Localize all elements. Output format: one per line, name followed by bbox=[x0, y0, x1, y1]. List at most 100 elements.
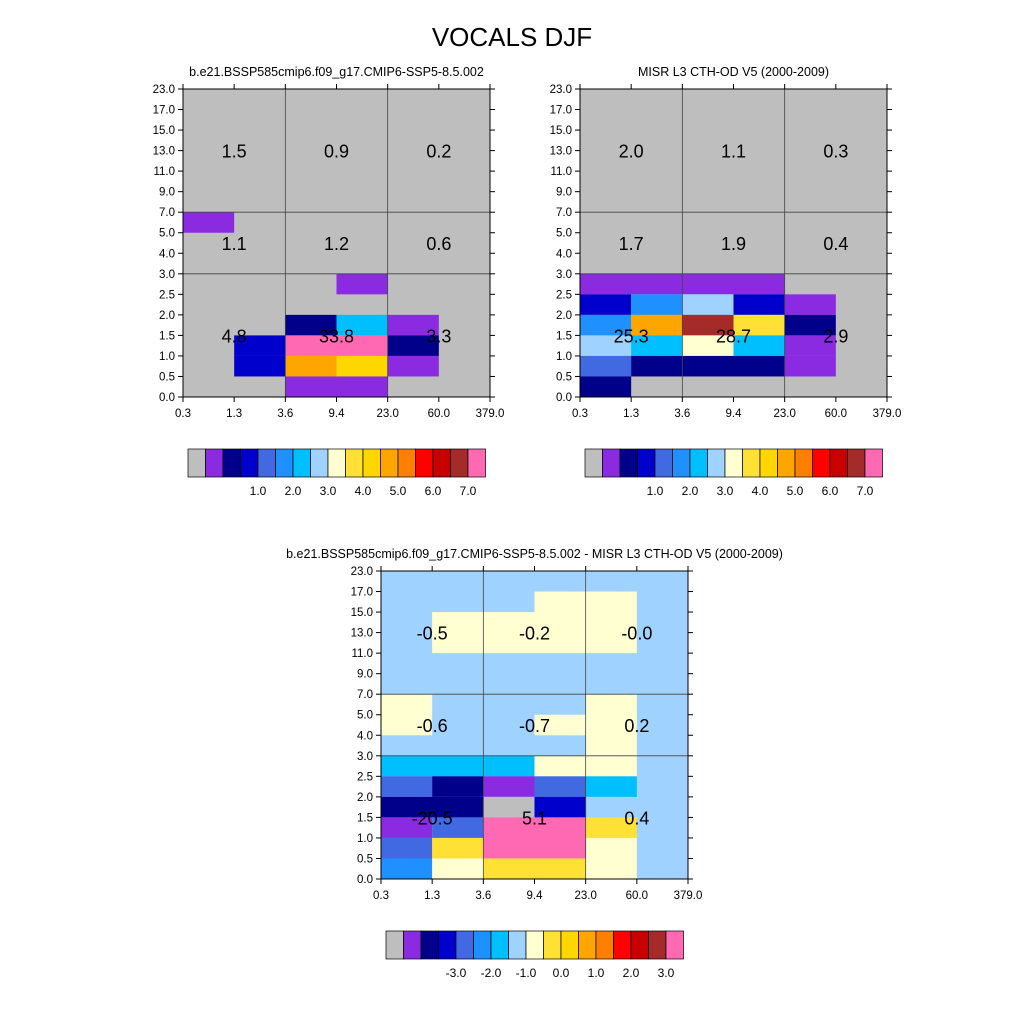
heatmap-cell bbox=[432, 817, 484, 838]
x-tick-label: 3.6 bbox=[277, 408, 293, 420]
y-tick-label: 3.0 bbox=[159, 269, 175, 281]
colorbar-label: 1.0 bbox=[588, 966, 605, 980]
panels: b.e21.BSSP585cmip6.f09_g17.CMIP6-SSP5-8.… bbox=[153, 65, 902, 980]
y-tick-label: 1.5 bbox=[159, 330, 175, 342]
y-tick-label: 9.0 bbox=[159, 187, 175, 199]
colorbar-swatch bbox=[742, 448, 761, 478]
colorbar-swatch bbox=[275, 448, 294, 478]
y-tick-label: 7.0 bbox=[357, 689, 373, 701]
heatmap-cell bbox=[381, 858, 433, 879]
colorbar-swatch bbox=[672, 448, 691, 478]
heatmap-cell bbox=[234, 355, 286, 377]
region-total-label: 0.6 bbox=[426, 234, 451, 254]
heatmap-cell bbox=[381, 817, 433, 838]
colorbar-label: 4.0 bbox=[752, 484, 769, 498]
heatmap-cell bbox=[381, 694, 433, 736]
heatmap-cell bbox=[534, 796, 586, 818]
colorbar-swatch bbox=[310, 448, 329, 478]
y-tick-label: 9.0 bbox=[556, 187, 572, 199]
colorbar-swatch bbox=[724, 448, 743, 478]
colorbar-label: -3.0 bbox=[446, 966, 467, 980]
x-tick-label: 60.0 bbox=[825, 408, 847, 420]
heatmap-cell bbox=[387, 314, 439, 336]
colorbar-swatch bbox=[420, 930, 439, 960]
y-tick-label: 23.0 bbox=[351, 566, 373, 578]
colorbar-label: 7.0 bbox=[460, 484, 477, 498]
colorbar-swatch bbox=[327, 448, 346, 478]
x-tick-label: 23.0 bbox=[376, 408, 398, 420]
y-tick-label: 23.0 bbox=[153, 84, 175, 96]
colorbar-swatch bbox=[362, 448, 381, 478]
heatmap-cell bbox=[534, 714, 586, 736]
y-tick-label: 15.0 bbox=[153, 125, 175, 137]
x-tick-label: 9.4 bbox=[726, 408, 743, 420]
main-title: VOCALS DJF bbox=[432, 22, 592, 52]
colorbar: -3.0 -2.0 -1.0 0.0 1.0 2.0 3.0 bbox=[385, 930, 684, 980]
heatmap-cell bbox=[432, 858, 484, 879]
heatmap-cell bbox=[336, 273, 388, 295]
colorbar-swatch bbox=[602, 448, 621, 478]
region-total-label: 1.1 bbox=[721, 142, 746, 162]
heatmap-cell bbox=[483, 858, 586, 879]
y-tick-label: 2.5 bbox=[357, 771, 373, 783]
heatmap-cell bbox=[784, 294, 836, 315]
x-tick-label: 60.0 bbox=[428, 408, 450, 420]
heatmap-cell bbox=[387, 335, 439, 356]
colorbar-swatch bbox=[864, 448, 883, 478]
y-tick-label: 17.0 bbox=[153, 105, 175, 117]
heatmap-cell bbox=[387, 355, 439, 377]
colorbar-swatch bbox=[525, 930, 544, 960]
colorbar-swatch bbox=[415, 448, 434, 478]
colorbar-swatch bbox=[665, 930, 684, 960]
heatmap-cell bbox=[580, 376, 632, 397]
y-tick-label: 15.0 bbox=[351, 607, 373, 619]
region-total-label: 0.4 bbox=[823, 234, 848, 254]
x-tick-label: 9.4 bbox=[527, 890, 544, 902]
y-tick-label: 0.0 bbox=[159, 392, 175, 404]
y-tick-label: 0.5 bbox=[556, 371, 572, 383]
region-total-label: -0.5 bbox=[417, 624, 448, 644]
region-total-label: -0.6 bbox=[417, 716, 448, 736]
y-tick-label: 1.0 bbox=[159, 351, 175, 363]
heatmap-cell bbox=[534, 776, 586, 797]
x-tick-label: 3.6 bbox=[475, 890, 491, 902]
y-tick-label: 0.5 bbox=[357, 853, 373, 865]
colorbar-swatch bbox=[508, 930, 527, 960]
region-total-label: 1.2 bbox=[324, 234, 349, 254]
region-total-label: 1.9 bbox=[721, 234, 746, 254]
colorbar-swatch bbox=[473, 930, 492, 960]
colorbar-swatch bbox=[403, 930, 422, 960]
y-tick-label: 15.0 bbox=[550, 125, 572, 137]
heatmap-cell bbox=[483, 776, 535, 797]
colorbar: 1.0 2.0 3.0 4.0 5.0 6.0 7.0 bbox=[187, 448, 486, 498]
colorbar-swatch bbox=[187, 448, 206, 478]
panel-3: b.e21.BSSP585cmip6.f09_g17.CMIP6-SSP5-8.… bbox=[286, 547, 783, 980]
colorbar-label: 3.0 bbox=[320, 484, 337, 498]
heatmap-cell bbox=[580, 314, 632, 336]
heatmap-cell bbox=[784, 314, 836, 336]
x-tick-label: 1.3 bbox=[226, 408, 242, 420]
region-total-label: 3.3 bbox=[426, 326, 451, 346]
y-tick-label: 2.0 bbox=[357, 792, 373, 804]
colorbar-swatch bbox=[205, 448, 224, 478]
region-total-label: 0.2 bbox=[426, 142, 451, 162]
colorbar-swatch bbox=[707, 448, 726, 478]
y-tick-label: 4.0 bbox=[159, 248, 175, 260]
region-total-label: 0.9 bbox=[324, 142, 349, 162]
x-tick-label: 379.0 bbox=[674, 890, 703, 902]
region-total-label: -0.7 bbox=[519, 716, 550, 736]
heatmap-cell bbox=[682, 314, 734, 336]
heatmap-cell bbox=[432, 776, 484, 797]
colorbar-label: 1.0 bbox=[647, 484, 664, 498]
y-tick-label: 13.0 bbox=[153, 146, 175, 158]
colorbar-swatch bbox=[257, 448, 276, 478]
y-tick-label: 2.5 bbox=[556, 289, 572, 301]
colorbar-swatch bbox=[619, 448, 638, 478]
colorbar-label: -1.0 bbox=[516, 966, 537, 980]
y-tick-label: 13.0 bbox=[550, 146, 572, 158]
y-tick-label: 1.0 bbox=[357, 833, 373, 845]
colorbar-label: 3.0 bbox=[717, 484, 734, 498]
y-tick-label: 3.0 bbox=[556, 269, 572, 281]
region-total-label: -20.5 bbox=[412, 808, 453, 828]
